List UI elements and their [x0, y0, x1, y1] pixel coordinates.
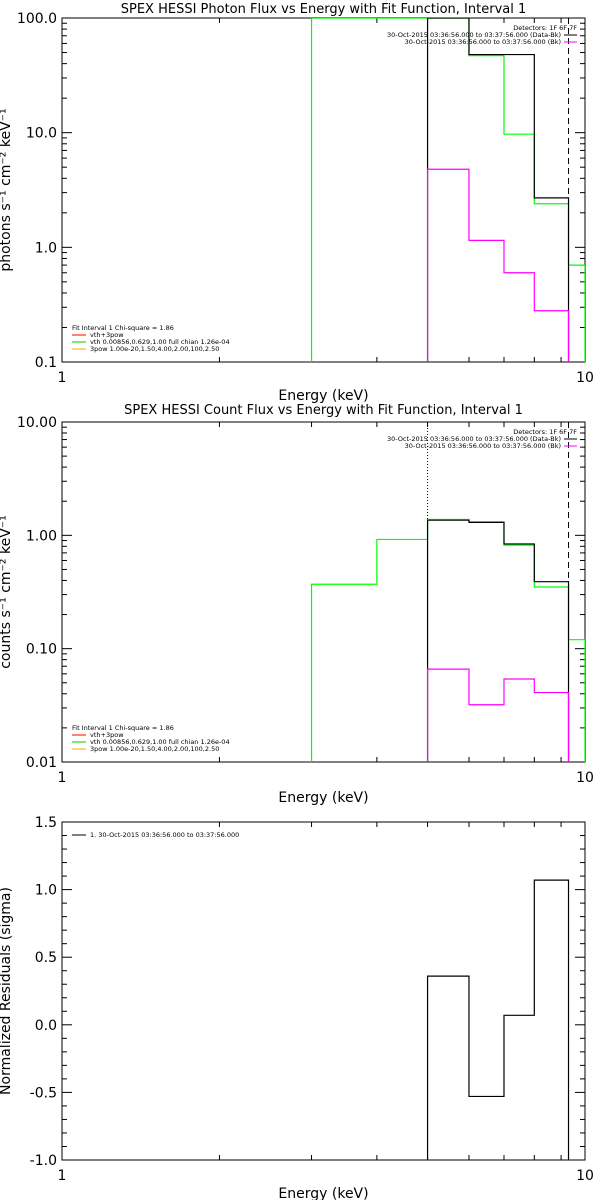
- y-tick-label: 10.00: [17, 415, 57, 431]
- legend-entry: 1. 30-Oct-2015 03:36:56.000 to 03:37:56.…: [90, 831, 239, 839]
- series-1-step-line: [310, 518, 585, 762]
- chart-title: SPEX HESSI Count Flux vs Energy with Fit…: [124, 403, 523, 418]
- plot-frame: [61, 421, 586, 763]
- x-tick-label: 1: [58, 1168, 67, 1184]
- series-2-step-line: [426, 18, 570, 362]
- series-1-step-line: [426, 879, 570, 1160]
- y-tick-label: 0.5: [35, 950, 57, 966]
- y-tick-label: -0.5: [30, 1085, 57, 1101]
- y-tick-label: 10.0: [26, 126, 57, 142]
- y-axis-label: counts s⁻¹ cm⁻² keV⁻¹: [0, 515, 14, 669]
- legend-entry: 30-Oct-2015 03:36:56.000 to 03:37:56.000…: [387, 435, 561, 443]
- panel-1: SPEX HESSI Photon Flux vs Energy with Fi…: [0, 2, 594, 404]
- y-tick-label: 0.1: [35, 355, 57, 371]
- fit-legend-entry: vth 0.00856,0.629,1.00 full chian 1.26e-…: [90, 738, 230, 746]
- fit-legend-entry: vth+3pow: [90, 731, 124, 739]
- y-tick-label: 1.0: [35, 883, 57, 899]
- series-3-step-line: [426, 168, 570, 362]
- fit-legend-header: Fit Interval 1 Chi-square = 1.86: [72, 324, 174, 332]
- y-axis-label: photons s⁻¹ cm⁻² keV⁻¹: [0, 108, 14, 271]
- x-axis-label: Energy (keV): [278, 1186, 368, 1200]
- y-tick-label: 0.0: [35, 1018, 57, 1034]
- x-tick-label: 10: [576, 1168, 594, 1184]
- fit-legend-entry: vth+3pow: [90, 331, 124, 339]
- y-tick-label: 0.01: [26, 755, 57, 771]
- fit-legend-entry: vth 0.00856,0.629,1.00 full chian 1.26e-…: [90, 338, 230, 346]
- series-2-step-line: [426, 519, 570, 762]
- plot-frame: [61, 17, 586, 363]
- legend-header: Detectors: 1F 6F 7F: [513, 24, 577, 32]
- y-tick-label: 0.10: [26, 642, 57, 658]
- x-tick-label: 1: [58, 370, 67, 386]
- y-tick-label: -1.0: [30, 1153, 57, 1169]
- legend-entry: 30-Oct-2015 03:36:56.000 to 03:37:56.000…: [405, 38, 561, 46]
- panel-3: 1 10 -1.0 -0.5 0.0 0.5 1.0 1.5 Energy (keV) Norma…: [0, 815, 594, 1200]
- y-tick-label: 1.0: [35, 240, 57, 256]
- fit-legend-header: Fit Interval 1 Chi-square = 1.86: [72, 724, 174, 732]
- fit-legend-entry: 3pow 1.00e-20,1.50,4.00,2.00,100,2.50: [90, 345, 219, 353]
- legend-entry: 30-Oct-2015 03:36:56.000 to 03:37:56.000…: [405, 442, 561, 450]
- chart-title: SPEX HESSI Photon Flux vs Energy with Fi…: [121, 2, 527, 17]
- series-3-step-line: [426, 668, 570, 762]
- y-tick-label: 1.5: [35, 815, 57, 831]
- plot-frame: [61, 821, 586, 1161]
- legend-header: Detectors: 1F 6F 7F: [513, 428, 577, 436]
- panel-2: SPEX HESSI Count Flux vs Energy with Fit…: [0, 403, 594, 806]
- x-axis-label: Energy (keV): [278, 388, 368, 404]
- y-tick-label: 100.0: [17, 11, 57, 27]
- legend-entry: 30-Oct-2015 03:36:56.000 to 03:37:56.000…: [387, 31, 561, 39]
- x-tick-label: 10: [576, 770, 594, 786]
- y-axis-label: Normalized Residuals (sigma): [0, 887, 14, 1095]
- y-tick-label: 1.00: [26, 528, 57, 544]
- fit-legend-entry: 3pow 1.00e-20,1.50,4.00,2.00,100,2.50: [90, 745, 219, 753]
- x-tick-label: 1: [58, 770, 67, 786]
- x-axis-label: Energy (keV): [278, 790, 368, 806]
- x-tick-label: 10: [576, 370, 594, 386]
